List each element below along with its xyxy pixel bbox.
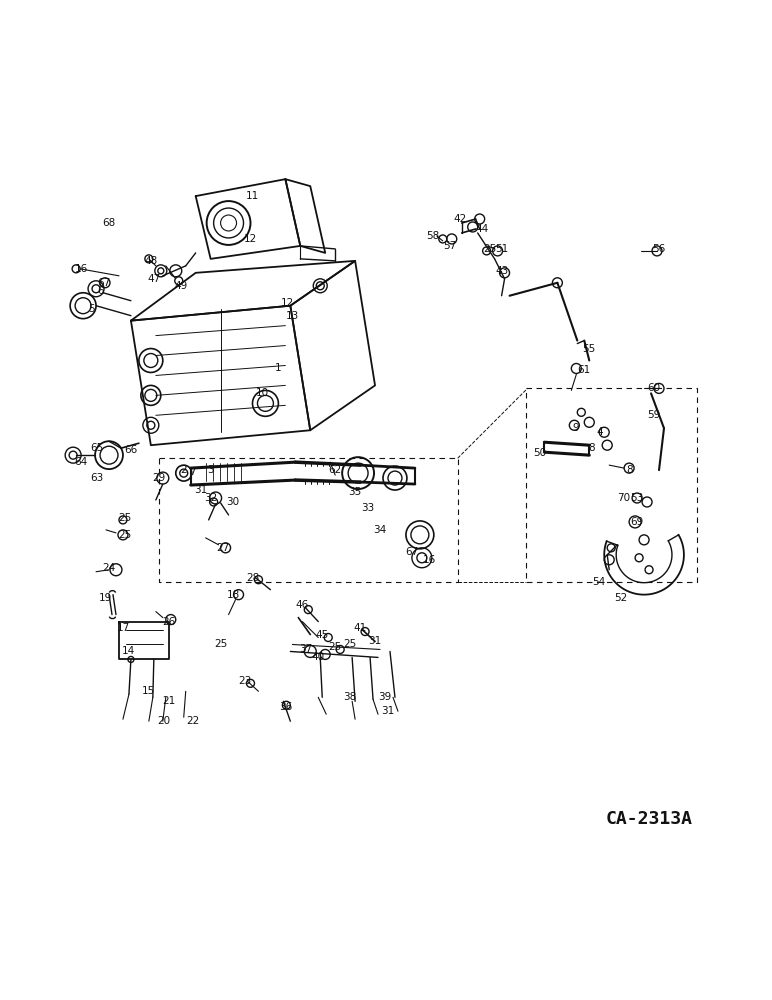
Text: 58: 58 [426, 231, 439, 241]
Text: 25: 25 [214, 639, 227, 649]
Text: 8: 8 [588, 443, 594, 453]
Text: 41: 41 [354, 623, 367, 633]
Text: 23: 23 [238, 676, 251, 686]
Text: 43: 43 [495, 266, 508, 276]
Text: 13: 13 [286, 311, 299, 321]
Text: 66: 66 [124, 445, 137, 455]
Text: 60: 60 [648, 383, 661, 393]
Text: 37: 37 [299, 644, 312, 654]
Text: 52: 52 [615, 593, 628, 603]
Text: 33: 33 [361, 503, 374, 513]
Text: 31: 31 [381, 706, 394, 716]
Text: 68: 68 [103, 218, 116, 228]
Text: 3: 3 [208, 465, 214, 475]
Text: 29: 29 [152, 473, 165, 483]
Text: 1: 1 [275, 363, 282, 373]
Text: 69: 69 [631, 517, 644, 527]
Text: 4: 4 [597, 427, 604, 437]
Text: 45: 45 [316, 630, 329, 640]
Text: 48: 48 [144, 256, 157, 266]
Text: 50: 50 [533, 448, 546, 458]
Text: 62: 62 [329, 465, 342, 475]
Text: 25: 25 [118, 513, 131, 523]
Text: 28: 28 [245, 573, 259, 583]
Text: 6: 6 [98, 286, 104, 296]
Text: 18: 18 [227, 590, 240, 600]
Text: 49: 49 [174, 281, 188, 291]
Text: 17: 17 [117, 623, 130, 633]
Text: 51: 51 [495, 244, 508, 254]
Text: 30: 30 [226, 497, 239, 507]
Text: 22: 22 [186, 716, 199, 726]
Text: CA-2313A: CA-2313A [605, 810, 692, 828]
Text: 20: 20 [157, 716, 171, 726]
Text: 47: 47 [147, 274, 161, 284]
Text: 34: 34 [374, 525, 387, 535]
Text: 14: 14 [122, 646, 136, 656]
Text: 25: 25 [118, 530, 131, 540]
Text: 42: 42 [453, 214, 466, 224]
Text: 24: 24 [103, 563, 116, 573]
Text: 25: 25 [329, 642, 342, 652]
Text: 5: 5 [88, 304, 94, 314]
Text: 55: 55 [583, 344, 596, 354]
Text: 57: 57 [443, 241, 456, 251]
Text: 12: 12 [244, 234, 257, 244]
Text: 10: 10 [256, 388, 269, 398]
Text: 26: 26 [162, 617, 175, 627]
Text: 39: 39 [378, 692, 391, 702]
Text: 63: 63 [90, 473, 103, 483]
Text: 7: 7 [189, 467, 196, 477]
Text: 70: 70 [618, 493, 631, 503]
Text: 35: 35 [348, 487, 362, 497]
Text: 16: 16 [423, 555, 436, 565]
Text: 56: 56 [652, 244, 665, 254]
Text: 9: 9 [572, 423, 579, 433]
Text: 12: 12 [281, 298, 294, 308]
Text: 25: 25 [344, 639, 357, 649]
Text: 8: 8 [626, 465, 632, 475]
Text: 46: 46 [296, 600, 309, 610]
Text: 36: 36 [279, 702, 292, 712]
Text: 2: 2 [181, 465, 187, 475]
Text: 31: 31 [368, 636, 381, 646]
Text: 61: 61 [577, 365, 591, 375]
Text: 59: 59 [648, 410, 661, 420]
Text: 15: 15 [142, 686, 155, 696]
Text: 67: 67 [405, 547, 418, 557]
Text: 31: 31 [194, 485, 208, 495]
Text: 16: 16 [74, 264, 88, 274]
Text: 65: 65 [90, 443, 103, 453]
Text: 67: 67 [97, 278, 110, 288]
Text: 54: 54 [593, 577, 606, 587]
Text: 19: 19 [98, 593, 112, 603]
Text: 25: 25 [483, 244, 496, 254]
Text: 64: 64 [74, 457, 88, 467]
Text: 53: 53 [631, 493, 644, 503]
Text: 44: 44 [475, 224, 488, 234]
Text: 40: 40 [312, 652, 325, 662]
Text: 32: 32 [204, 493, 217, 503]
Text: 21: 21 [162, 696, 175, 706]
Text: 38: 38 [344, 692, 357, 702]
Text: 27: 27 [216, 543, 229, 553]
Text: 11: 11 [245, 191, 259, 201]
